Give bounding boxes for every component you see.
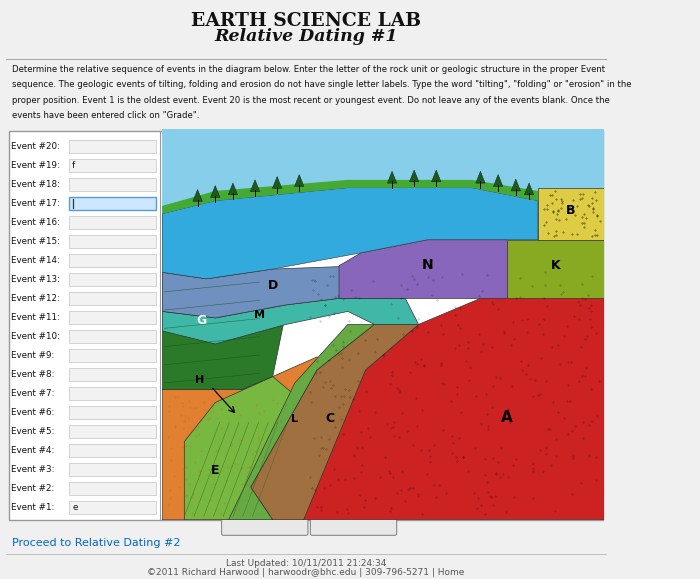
Text: Event #5:: Event #5: xyxy=(11,427,55,436)
FancyBboxPatch shape xyxy=(69,482,156,495)
FancyBboxPatch shape xyxy=(69,311,156,324)
FancyBboxPatch shape xyxy=(69,349,156,362)
Text: Event #9:: Event #9: xyxy=(11,351,55,360)
FancyBboxPatch shape xyxy=(69,463,156,476)
FancyBboxPatch shape xyxy=(69,159,156,173)
Text: f: f xyxy=(72,161,76,170)
Text: Event #14:: Event #14: xyxy=(11,256,60,265)
FancyBboxPatch shape xyxy=(69,178,156,191)
Text: EARTH SCIENCE LAB: EARTH SCIENCE LAB xyxy=(191,12,421,30)
FancyBboxPatch shape xyxy=(69,197,156,210)
Text: Event #20:: Event #20: xyxy=(11,142,60,151)
FancyBboxPatch shape xyxy=(69,501,156,514)
Text: Event #4:: Event #4: xyxy=(11,446,55,455)
FancyBboxPatch shape xyxy=(310,516,397,536)
Text: Event #10:: Event #10: xyxy=(11,332,60,341)
Text: Event #1:: Event #1: xyxy=(11,503,55,512)
Text: Event #2:: Event #2: xyxy=(11,484,55,493)
Text: Event #17:: Event #17: xyxy=(11,199,60,208)
Text: Event #19:: Event #19: xyxy=(11,161,60,170)
Text: Proceed to Relative Dating #2: Proceed to Relative Dating #2 xyxy=(12,538,181,548)
Text: Determine the relative sequence of events in the diagram below. Enter the letter: Determine the relative sequence of event… xyxy=(12,64,606,74)
FancyBboxPatch shape xyxy=(69,292,156,305)
FancyBboxPatch shape xyxy=(69,273,156,286)
Text: sequence. The geologic events of tilting, folding and erosion do not have single: sequence. The geologic events of tilting… xyxy=(12,80,631,89)
Text: Event #6:: Event #6: xyxy=(11,408,55,417)
Text: Event #11:: Event #11: xyxy=(11,313,60,322)
FancyBboxPatch shape xyxy=(69,216,156,229)
Text: Event #16:: Event #16: xyxy=(11,218,60,227)
FancyBboxPatch shape xyxy=(69,425,156,438)
Text: Event #7:: Event #7: xyxy=(11,389,55,398)
FancyBboxPatch shape xyxy=(222,516,308,536)
Text: Event #12:: Event #12: xyxy=(11,294,60,303)
Text: Relative Dating #1: Relative Dating #1 xyxy=(214,28,398,45)
Text: Reset Answers: Reset Answers xyxy=(318,521,389,531)
Text: proper position. Event 1 is the oldest event. Event 20 is the most recent or you: proper position. Event 1 is the oldest e… xyxy=(12,96,610,105)
FancyBboxPatch shape xyxy=(9,131,603,520)
FancyBboxPatch shape xyxy=(69,235,156,248)
FancyBboxPatch shape xyxy=(69,140,156,153)
Text: Event #13:: Event #13: xyxy=(11,275,60,284)
FancyBboxPatch shape xyxy=(69,387,156,400)
Text: events have been entered click on "Grade".: events have been entered click on "Grade… xyxy=(12,111,199,120)
Text: Event #3:: Event #3: xyxy=(11,465,55,474)
Text: Last Updated: 10/11/2011 21:24:34: Last Updated: 10/11/2011 21:24:34 xyxy=(226,559,386,568)
Text: Event #8:: Event #8: xyxy=(11,370,55,379)
Text: ©2011 Richard Harwood | harwoodr@bhc.edu | 309-796-5271 | Home: ©2011 Richard Harwood | harwoodr@bhc.edu… xyxy=(148,568,465,577)
Text: Event #15:: Event #15: xyxy=(11,237,60,246)
Text: e: e xyxy=(72,503,78,512)
FancyBboxPatch shape xyxy=(69,444,156,457)
FancyBboxPatch shape xyxy=(69,254,156,267)
Text: Event #18:: Event #18: xyxy=(11,180,60,189)
FancyBboxPatch shape xyxy=(69,406,156,419)
Text: Grade Sequence: Grade Sequence xyxy=(224,521,305,531)
FancyBboxPatch shape xyxy=(69,330,156,343)
FancyBboxPatch shape xyxy=(69,368,156,381)
